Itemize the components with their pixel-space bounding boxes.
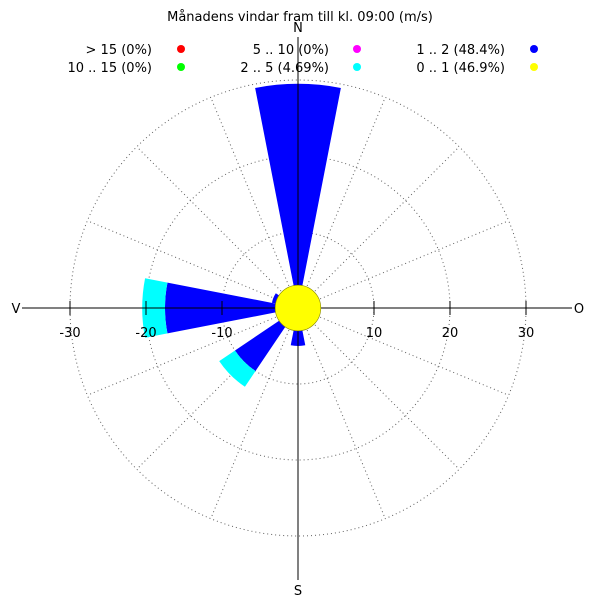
legend-marker-0-1 xyxy=(530,63,538,71)
petal-SV-2-5 xyxy=(219,350,256,387)
legend-label-1-2: 1 .. 2 (48.4%) xyxy=(416,43,505,58)
legend-label-10-15: 10 .. 15 (0%) xyxy=(67,61,152,76)
chart-title: Månadens vindar fram till kl. 09:00 (m/s… xyxy=(167,10,433,25)
compass-north-label: N xyxy=(293,21,303,36)
legend-marker-1-2 xyxy=(530,45,538,53)
compass-west-label: V xyxy=(12,302,21,317)
x-tick-label-20: 20 xyxy=(442,326,459,341)
wind-petals xyxy=(142,83,341,387)
legend: > 15 (0%) 10 .. 15 (0%) 5 .. 10 (0%) 2 .… xyxy=(67,43,538,76)
x-axis-ticks: -30 -20 -10 10 20 30 xyxy=(59,301,534,341)
legend-marker-gt15 xyxy=(177,45,185,53)
legend-label-0-1: 0 .. 1 (46.9%) xyxy=(416,61,505,76)
legend-label-gt15: > 15 (0%) xyxy=(86,43,152,58)
x-tick-label--10: -10 xyxy=(211,326,232,341)
x-tick-label-30: 30 xyxy=(518,326,535,341)
legend-marker-2-5 xyxy=(353,63,361,71)
x-tick-label--30: -30 xyxy=(59,326,80,341)
legend-marker-10-15 xyxy=(177,63,185,71)
calm-disc xyxy=(274,284,322,332)
compass-east-label: O xyxy=(574,302,584,317)
x-tick-label-10: 10 xyxy=(366,326,383,341)
compass-south-label: S xyxy=(294,584,302,599)
legend-marker-5-10 xyxy=(353,45,361,53)
grid-spoke-OSO xyxy=(297,307,509,396)
grid-spoke-ONO xyxy=(297,220,509,309)
x-tick-label--20: -20 xyxy=(135,326,156,341)
legend-label-2-5: 2 .. 5 (4.69%) xyxy=(240,61,329,76)
petal-SV-1-2 xyxy=(234,308,298,372)
legend-label-5-10: 5 .. 10 (0%) xyxy=(253,43,329,58)
